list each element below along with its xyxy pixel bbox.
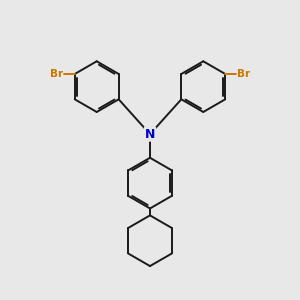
- Text: Br: Br: [237, 69, 250, 79]
- Text: N: N: [145, 128, 155, 141]
- Text: Br: Br: [50, 69, 63, 79]
